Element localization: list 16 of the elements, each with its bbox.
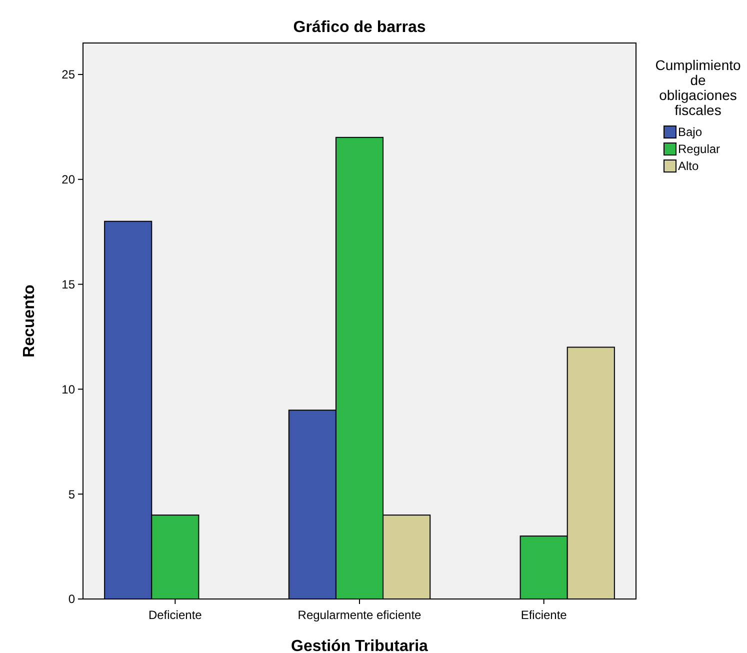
y-tick-label: 5	[68, 487, 76, 502]
x-tick-label: Regularmente eficiente	[298, 608, 422, 622]
y-tick-label: 10	[62, 382, 76, 396]
legend-label: Bajo	[678, 125, 702, 140]
legend-title: Cumplimiento de obligaciones fiscales	[655, 57, 742, 118]
x-tick-label: Eficiente	[520, 608, 568, 622]
y-axis-title: Recuento	[21, 284, 38, 358]
y-tick-label: 0	[68, 592, 76, 606]
legend-label: Alto	[678, 159, 700, 174]
y-tick-label: 25	[62, 68, 76, 82]
y-tick-label: 15	[62, 277, 76, 292]
chart-title: Gráfico de barras	[293, 19, 426, 36]
x-tick-label: Deficiente	[148, 608, 202, 622]
y-tick-label: 20	[62, 172, 76, 187]
x-axis-title: Gestión Tributaria	[291, 638, 428, 653]
legend-label: Regular	[678, 142, 720, 156]
